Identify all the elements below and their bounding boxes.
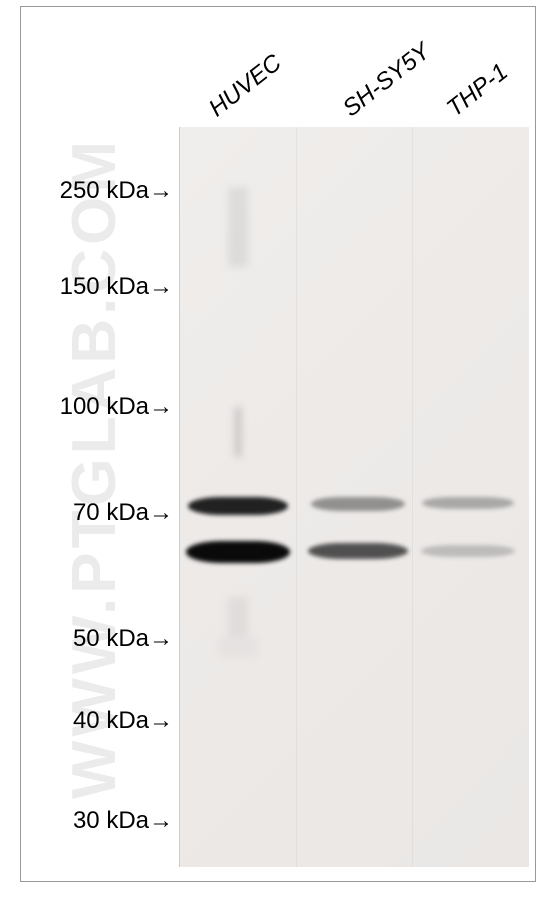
lane-label-shsy5y: SH-SY5Y	[338, 38, 436, 123]
lane-labels-row: HUVEC SH-SY5Y THP-1	[21, 7, 535, 127]
marker-50kda: 50 kDa→	[73, 625, 173, 653]
blot-smear	[228, 597, 248, 637]
marker-30kda: 30 kDa→	[73, 807, 173, 835]
marker-250kda: 250 kDa→	[60, 177, 173, 205]
blot-band	[311, 497, 405, 511]
blot-band	[188, 497, 288, 515]
lane-divider	[412, 127, 413, 867]
blot-band	[308, 543, 408, 559]
blot-smear	[235, 407, 241, 457]
lane-label-thp1: THP-1	[442, 58, 514, 123]
marker-100kda: 100 kDa→	[60, 393, 173, 421]
blot-band	[186, 541, 290, 563]
blot-band	[422, 497, 514, 509]
watermark-text: WWW.PTGLAB.COM	[59, 137, 130, 799]
marker-150kda: 150 kDa→	[60, 273, 173, 301]
marker-70kda: 70 kDa→	[73, 499, 173, 527]
lane-label-huvec: HUVEC	[204, 49, 287, 123]
lane-divider	[296, 127, 297, 867]
blot-band	[421, 545, 515, 557]
western-blot-panel: WWW.PTGLAB.COM HUVEC SH-SY5Y THP-1 250 k…	[20, 6, 536, 882]
blot-membrane	[179, 127, 529, 867]
blot-smear	[218, 637, 258, 657]
blot-smear	[228, 187, 248, 267]
marker-40kda: 40 kDa→	[73, 707, 173, 735]
